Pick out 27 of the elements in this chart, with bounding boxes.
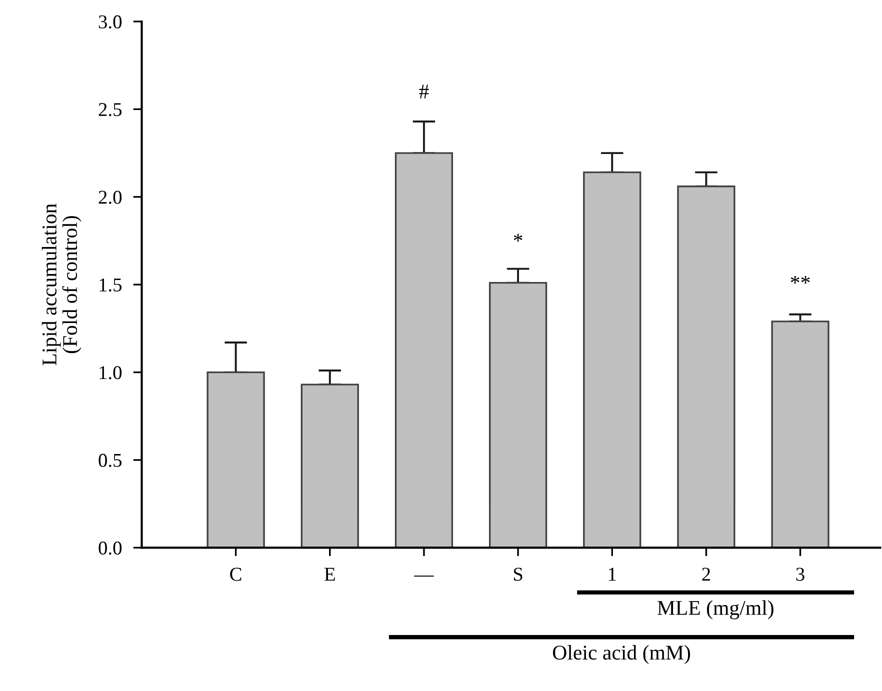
bar	[206, 371, 265, 548]
y-tick-label: 2.5	[98, 103, 122, 116]
y-tick-label: 3.0	[98, 15, 122, 29]
text: Oleic acid (mM)	[552, 645, 690, 664]
x-tick-label: 2	[702, 568, 710, 581]
y-tick-label: 1.5	[100, 278, 122, 292]
x-tick-label: 3	[796, 568, 804, 581]
x-tick-label: —	[414, 576, 434, 577]
bar	[394, 152, 454, 548]
y-axis-title: Lipid accumulation (Fold of control)	[42, 204, 82, 366]
text: MLE (mg/ml)	[657, 600, 774, 620]
bar	[583, 172, 642, 548]
bar	[677, 186, 736, 548]
y-tick-label: 2.0	[98, 190, 122, 204]
x-tick-label: 1	[608, 568, 616, 581]
y-tick-label: 0.5	[98, 454, 122, 468]
y-tick-label: 1.0	[100, 366, 122, 380]
x-tick-label: S	[514, 568, 522, 581]
bar	[300, 384, 359, 548]
x-tick-label: C	[230, 568, 242, 581]
bar	[771, 320, 830, 548]
x-tick-label: E	[324, 568, 335, 581]
annotation: **	[790, 276, 810, 284]
bar	[488, 282, 548, 548]
annotation: #	[419, 84, 429, 98]
annotation: *	[514, 234, 522, 242]
y-tick-label: 0.0	[98, 542, 122, 555]
